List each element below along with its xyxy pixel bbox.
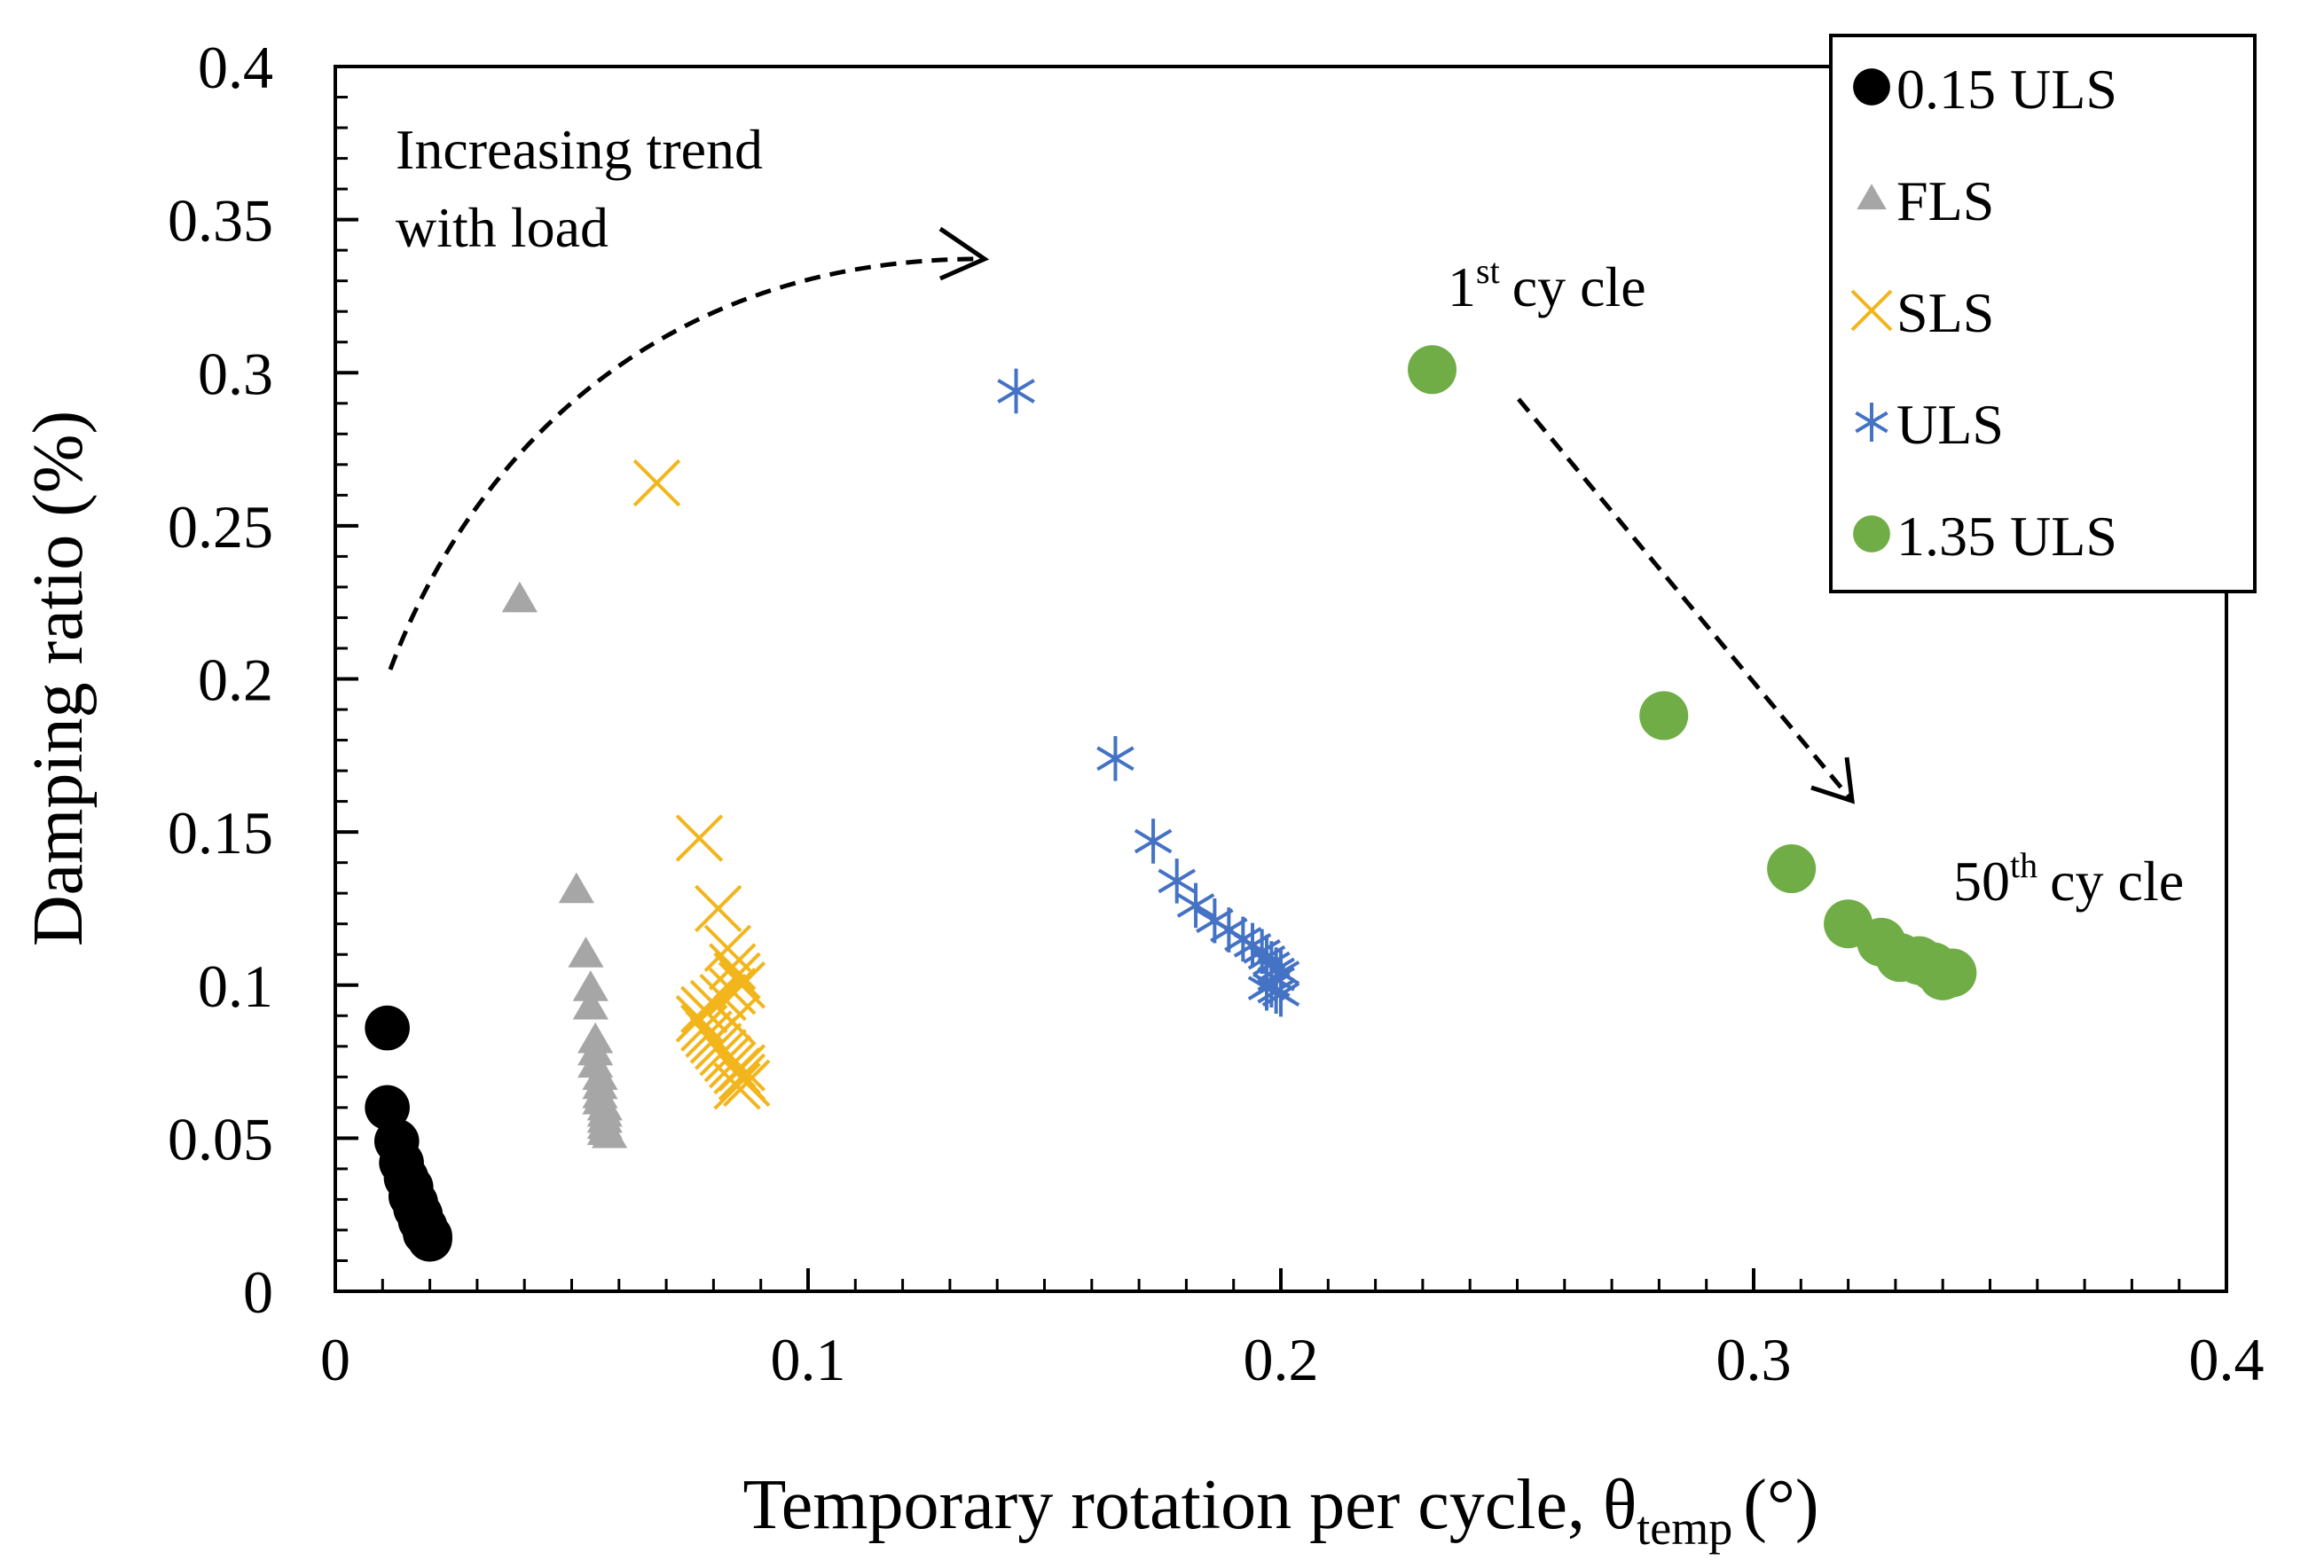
x-axis-title: Temporary rotation per cycle, θtemp (°) xyxy=(742,1466,1818,1555)
y-tick-label: 0.2 xyxy=(198,647,273,714)
series-fls xyxy=(501,581,628,1149)
data-point xyxy=(1639,691,1689,741)
data-point xyxy=(558,872,594,904)
data-point xyxy=(713,1062,761,1110)
y-tick-label: 0.05 xyxy=(168,1105,273,1172)
y-tick-label: 0.3 xyxy=(198,340,273,407)
data-point xyxy=(1243,929,1281,975)
data-point xyxy=(1158,858,1197,904)
data-point xyxy=(1408,345,1457,395)
series-0-15-uls xyxy=(365,1005,452,1262)
data-point xyxy=(709,998,757,1046)
data-point xyxy=(568,937,604,968)
data-point xyxy=(1096,735,1135,781)
y-tick-label: 0.1 xyxy=(198,953,273,1020)
data-point xyxy=(1261,971,1300,1017)
data-point xyxy=(1928,948,1977,998)
legend-marker xyxy=(1857,184,1887,210)
legend-item: 0.15 ULS xyxy=(1853,58,2117,121)
data-point xyxy=(572,988,608,1020)
x-tick-label: 0.2 xyxy=(1244,1326,1319,1393)
legend-label: FLS xyxy=(1896,169,1994,232)
series-sls xyxy=(632,459,771,1110)
axis-ticks xyxy=(334,65,2228,1293)
y-tick-label: 0.4 xyxy=(198,34,273,101)
legend-marker xyxy=(1853,68,1890,106)
legend-label: 1.35 ULS xyxy=(1896,505,2117,568)
first-cycle-label: 1st cy cle xyxy=(1448,251,1646,318)
legend-item: SLS xyxy=(1850,281,1994,344)
series-1-35-uls xyxy=(1408,345,1977,1000)
data-point xyxy=(632,459,681,507)
legend-label: ULS xyxy=(1896,393,2004,456)
data-point xyxy=(501,581,538,613)
axis-minor-ticks xyxy=(335,96,2181,1291)
data-point xyxy=(592,1117,628,1149)
data-point xyxy=(1134,819,1173,864)
data-point xyxy=(572,970,608,1001)
legend-marker xyxy=(1853,515,1890,553)
data-point xyxy=(695,884,742,933)
x-tick-label: 0.3 xyxy=(1716,1326,1792,1393)
data-point xyxy=(365,1085,410,1131)
legend-item: 1.35 ULS xyxy=(1853,505,2117,568)
trend-annotation: Increasing trend with load xyxy=(388,118,990,670)
legend: 0.15 ULS FLS SLS ULS 1.35 ULS xyxy=(1829,34,2257,593)
y-tick-label: 0.25 xyxy=(168,493,273,561)
data-point xyxy=(722,1059,771,1107)
cycle-arrow xyxy=(1517,397,1854,803)
cycle-annotation: 1st cy cle 50th cy cle xyxy=(1448,251,2184,913)
legend-marker xyxy=(1855,403,1888,442)
x-tick-label: 0 xyxy=(320,1326,350,1393)
legend-item: FLS xyxy=(1857,169,1994,232)
data-point xyxy=(407,1217,452,1262)
series-uls xyxy=(997,368,1300,1017)
trend-label-line2: with load xyxy=(396,196,608,259)
trend-label-line1: Increasing trend xyxy=(396,118,763,181)
data-point xyxy=(1767,844,1817,894)
trend-arrow xyxy=(388,256,985,670)
y-tick-label: 0.35 xyxy=(168,187,273,255)
data-point xyxy=(675,814,724,862)
data-point xyxy=(365,1005,410,1051)
cycle-arrowhead xyxy=(1810,757,1855,804)
y-tick-label: 0.15 xyxy=(168,799,273,866)
data-points xyxy=(365,345,1977,1262)
y-axis-title: Damping ratio (%) xyxy=(20,411,98,946)
data-point xyxy=(997,368,1035,414)
trend-arrowhead xyxy=(938,226,990,281)
x-tick-label: 0.4 xyxy=(2189,1326,2265,1393)
legend-box xyxy=(1829,34,2257,593)
y-axis-tick-labels: 0 0.05 0.1 0.15 0.2 0.25 0.3 0.35 0.4 xyxy=(168,34,273,1326)
y-tick-label: 0 xyxy=(243,1258,273,1326)
data-point xyxy=(1176,882,1215,929)
legend-label: SLS xyxy=(1896,281,1994,344)
x-axis-tick-labels: 0 0.1 0.2 0.3 0.4 xyxy=(320,1326,2265,1393)
legend-marker xyxy=(1850,289,1893,332)
x-tick-label: 0.1 xyxy=(771,1326,846,1393)
legend-label: 0.15 ULS xyxy=(1896,58,2117,121)
last-cycle-label: 50th cy cle xyxy=(1953,845,2184,913)
legend-item: ULS xyxy=(1855,393,2004,456)
data-point xyxy=(718,1044,766,1092)
data-point xyxy=(703,924,752,973)
